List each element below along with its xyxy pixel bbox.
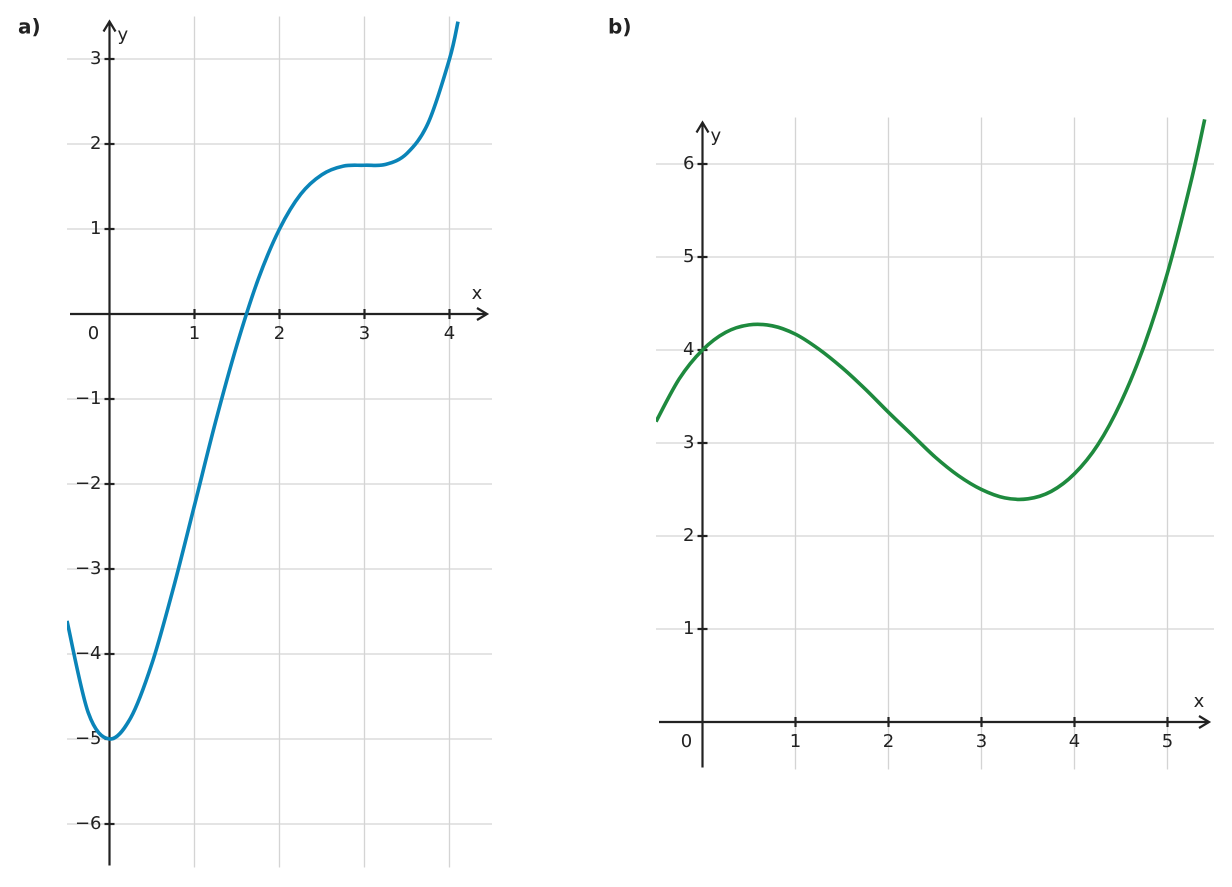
y-tick-label: −5 (75, 728, 102, 749)
y-tick-label: 5 (683, 246, 694, 267)
y-axis-label: y (711, 126, 722, 147)
y-tick-label: 2 (90, 133, 101, 154)
y-tick-label: 2 (683, 525, 694, 546)
x-tick-label: 2 (274, 323, 285, 344)
x-tick-label: 0 (88, 323, 99, 344)
y-tick-label: 6 (683, 153, 694, 174)
x-tick-label: 3 (359, 323, 370, 344)
curve (67, 21, 460, 741)
y-tick-label: 3 (90, 48, 101, 69)
y-axis-label: y (118, 25, 129, 46)
x-axis-label: x (472, 283, 483, 304)
x-tick-label: 0 (681, 731, 692, 752)
curve (656, 118, 1207, 502)
x-tick-label: 1 (189, 323, 200, 344)
y-tick-label: −4 (75, 643, 102, 664)
x-tick-label: 3 (976, 731, 987, 752)
x-tick-label: 4 (444, 323, 455, 344)
x-tick-label: 2 (883, 731, 894, 752)
y-tick-label: 1 (90, 218, 101, 239)
x-axis-arrow (476, 307, 490, 321)
panel-label: b) (608, 15, 631, 39)
y-axis-arrow (695, 120, 710, 134)
y-tick-label: −3 (75, 558, 102, 579)
x-tick-label: 1 (790, 731, 801, 752)
x-tick-label: 4 (1069, 731, 1080, 752)
y-tick-label: 3 (683, 432, 694, 453)
x-axis-arrow (1198, 715, 1212, 729)
y-tick-label: −2 (75, 473, 102, 494)
y-tick-label: 1 (683, 618, 694, 639)
x-axis-label: x (1194, 691, 1205, 712)
x-tick-label: 5 (1162, 731, 1173, 752)
y-tick-label: −6 (75, 813, 102, 834)
y-tick-label: 4 (683, 339, 694, 360)
panel-label: a) (18, 15, 41, 39)
y-tick-label: −1 (75, 388, 102, 409)
y-axis-arrow (102, 19, 117, 33)
